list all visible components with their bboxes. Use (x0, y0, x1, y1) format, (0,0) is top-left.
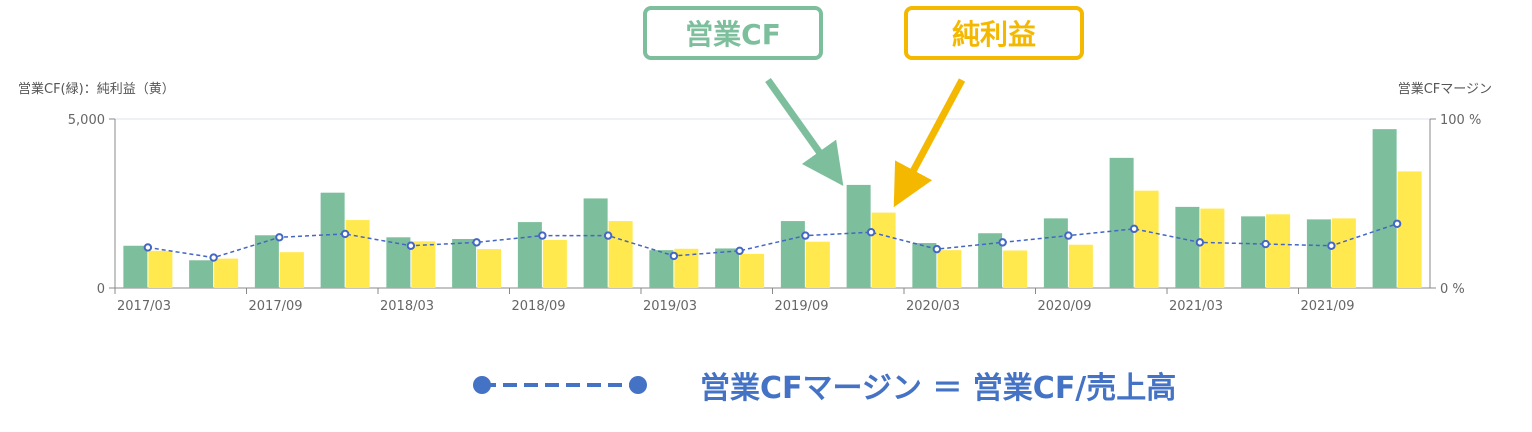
operating-cf-bar (320, 192, 345, 288)
right-tick-label: 0 % (1440, 282, 1465, 297)
operating-cf-bar (780, 221, 805, 288)
margin-point (932, 244, 942, 254)
legend-line-symbol (473, 376, 647, 394)
net-income-bar (805, 241, 830, 288)
net-income-bar (740, 253, 765, 288)
net-income-bar (1331, 218, 1356, 288)
margin-point (603, 231, 613, 240)
margin-point (801, 231, 810, 240)
operating-cf-bar (1372, 129, 1397, 288)
operating-cf-bar (189, 260, 214, 288)
operating-cf-bar (123, 245, 148, 288)
operating-cf-bar (846, 184, 871, 288)
net-income-bar (1134, 190, 1159, 288)
x-tick-label: 2019/03 (643, 299, 697, 314)
margin-polyline (147, 223, 1398, 259)
operating-cf-bar (978, 233, 1003, 288)
margin-point (1261, 239, 1270, 249)
margin-point (340, 229, 350, 239)
x-tick-label: 2017/03 (117, 299, 171, 314)
net-income-bar (279, 252, 304, 288)
margin-point (1392, 219, 1402, 228)
net-income-bar (1200, 208, 1225, 288)
operating-cf-bar (912, 243, 937, 288)
margin-point (1327, 241, 1336, 250)
net-income-bar (542, 240, 567, 288)
margin-point (1064, 231, 1073, 240)
net-income-bar (871, 212, 896, 288)
margin-point (406, 241, 416, 250)
margin-point (998, 238, 1007, 247)
margin-point (735, 246, 744, 256)
margin-point (472, 238, 481, 247)
margin-point (143, 243, 153, 252)
net-income-bar (411, 241, 436, 288)
operating-cf-bar (583, 198, 608, 288)
bars (123, 129, 1422, 288)
x-tick-label: 2020/09 (1038, 299, 1092, 314)
margin-legend: 営業CFマージン ＝ 営業CF/売上高 (472, 362, 1176, 408)
net-income-bar (937, 250, 962, 288)
right-tick-label: 100 % (1440, 113, 1481, 128)
x-ticks: 2017/03 2017/09 2018/03 2018/09 2019/03 2019/… (114, 288, 1355, 314)
operating-cf-bar (1175, 206, 1200, 288)
net-income-bar (1397, 171, 1422, 288)
y-ticks: 0 5,000 0 % 100 % (68, 113, 1482, 297)
net-income-bar (477, 249, 502, 288)
x-tick-label: 2018/09 (512, 299, 566, 314)
left-tick-label: 0 (97, 282, 105, 297)
operating-cf-bar (1306, 219, 1331, 288)
left-axis-title: 営業CF(緑)：純利益（黄） (18, 81, 175, 97)
operating-cf-bar (386, 237, 411, 288)
x-tick-label: 2017/09 (249, 299, 303, 314)
margin-point (669, 251, 679, 261)
net-income-callout: 純利益 (904, 6, 1084, 60)
x-tick-label: 2018/03 (380, 299, 434, 314)
right-axis-title: 営業CFマージン (1398, 81, 1492, 97)
margin-point (538, 231, 547, 240)
margin-point (866, 228, 876, 237)
margin-point (1195, 238, 1205, 247)
operating-cf-bar (1241, 216, 1266, 288)
x-tick-label: 2021/03 (1169, 299, 1223, 314)
margin-point (209, 253, 218, 262)
operating-cf-bar (1109, 157, 1134, 288)
margin-point (275, 233, 284, 242)
axes (114, 119, 1431, 289)
margin-line (143, 219, 1402, 262)
net-income-bar (1003, 250, 1028, 288)
net-income-bar (1266, 214, 1291, 288)
net-income-bar (345, 220, 370, 288)
operating-cf-bar (649, 250, 674, 288)
operating-cf-bar (517, 222, 542, 288)
x-tick-label: 2020/03 (906, 299, 960, 314)
x-tick-label: 2019/09 (775, 299, 829, 314)
chart: 営業CF(緑)：純利益（黄） 営業CFマージン 0 5,000 0 % 100 % 2… (18, 81, 1492, 314)
net-income-bar (1068, 244, 1093, 288)
net-income-bar (608, 221, 633, 288)
x-tick-label: 2021/09 (1301, 299, 1355, 314)
operating-cf-bar (1043, 218, 1068, 288)
margin-point (1129, 224, 1139, 234)
net-income-bar (214, 258, 239, 288)
operating-cf-bar (452, 238, 477, 288)
operating-cf-bar (715, 248, 740, 288)
net-income-bar (148, 250, 173, 288)
operating-cf-callout: 営業CF (643, 6, 823, 60)
legend-formula-text: 営業CFマージン ＝ 営業CF/売上高 (700, 371, 1177, 406)
left-tick-label: 5,000 (68, 113, 105, 128)
